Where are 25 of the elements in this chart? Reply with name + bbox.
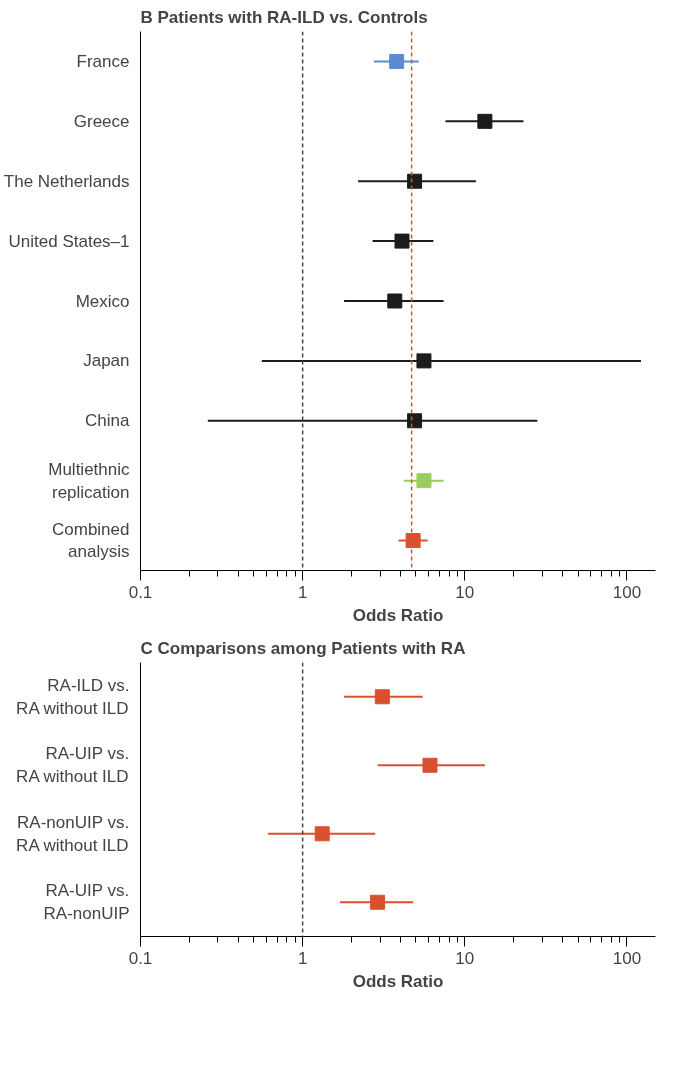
x-tick-label: 1 xyxy=(297,582,308,602)
x-axis-title: Odds Ratio xyxy=(352,971,444,991)
x-tick-label: 10 xyxy=(455,948,475,968)
y-tick-label: RA-ILD vs. RA without ILD xyxy=(16,675,130,718)
y-tick-label: RA-UIP vs. RA-nonUIP xyxy=(43,881,130,924)
y-tick-label: United States–1 xyxy=(8,231,130,251)
x-tick-label: 10 xyxy=(455,582,475,602)
x-tick-label: 1 xyxy=(297,948,308,968)
y-tick-label: Greece xyxy=(73,111,130,131)
y-tick-label: The Netherlands xyxy=(3,171,130,191)
y-tick-label: RA-UIP vs. RA without ILD xyxy=(16,744,130,787)
y-tick-label: Combined analysis xyxy=(52,519,130,562)
y-tick-label: Japan xyxy=(83,351,130,371)
x-tick-label: 100 xyxy=(612,582,642,602)
x-tick-label: 0.1 xyxy=(128,948,153,968)
y-tick-label: Multiethnic replication xyxy=(48,459,130,502)
chart-title: C Comparisons among Patients with RA xyxy=(140,638,466,658)
y-tick-label: China xyxy=(85,411,131,431)
x-tick-label: 100 xyxy=(612,948,642,968)
chart-title: B Patients with RA-ILD vs. Controls xyxy=(140,7,428,27)
y-tick-label: RA-nonUIP vs. RA without ILD xyxy=(16,812,130,855)
x-tick-label: 0.1 xyxy=(128,582,153,602)
y-tick-label: Mexico xyxy=(75,291,130,311)
y-tick-label: France xyxy=(76,51,130,71)
x-axis-title: Odds Ratio xyxy=(352,605,444,625)
